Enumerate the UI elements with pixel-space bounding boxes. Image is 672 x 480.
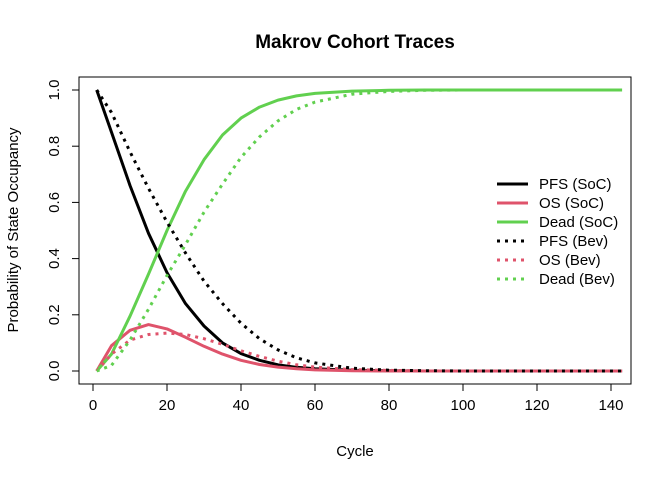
series-lines [95, 88, 623, 373]
y-tick-label: 0.2 [46, 304, 63, 325]
series-line-pfs-bev [95, 89, 623, 373]
series-line-os-soc [95, 323, 623, 373]
y-tick-label: 0.8 [46, 136, 63, 157]
legend-label: OS (Bev) [539, 252, 601, 269]
legend: PFS (SoC) OS (SoC) Dead (SoC) PFS (Bev) OS (… [497, 176, 618, 288]
series-line-dead-bev [96, 88, 623, 373]
axes: 0 20 40 60 80 100 120 140 0.0 0.2 0.4 0.6 0.8 1.0 [46, 80, 624, 414]
series-line-os-bev [95, 331, 623, 373]
x-tick-label: 100 [450, 397, 475, 414]
legend-label: PFS (Bev) [539, 233, 608, 250]
y-tick-label: 0.0 [46, 361, 63, 382]
y-axis-label: Probability of State Occupancy [5, 127, 22, 333]
x-tick-label: 140 [598, 397, 623, 414]
legend-label: PFS (SoC) [539, 176, 612, 193]
x-tick-label: 40 [233, 397, 250, 414]
x-tick-label: 80 [381, 397, 398, 414]
y-tick-label: 1.0 [46, 80, 63, 101]
legend-label: Dead (Bev) [539, 271, 615, 288]
chart-title: Makrov Cohort Traces [255, 32, 455, 53]
legend-label: OS (SoC) [539, 195, 604, 212]
x-tick-label: 120 [524, 397, 549, 414]
y-tick-label: 0.4 [46, 248, 63, 269]
x-axis-label: Cycle [336, 443, 374, 460]
x-tick-label: 0 [89, 397, 97, 414]
x-tick-label: 20 [159, 397, 176, 414]
x-tick-label: 60 [307, 397, 324, 414]
legend-label: Dead (SoC) [539, 214, 618, 231]
y-tick-label: 0.6 [46, 192, 63, 213]
